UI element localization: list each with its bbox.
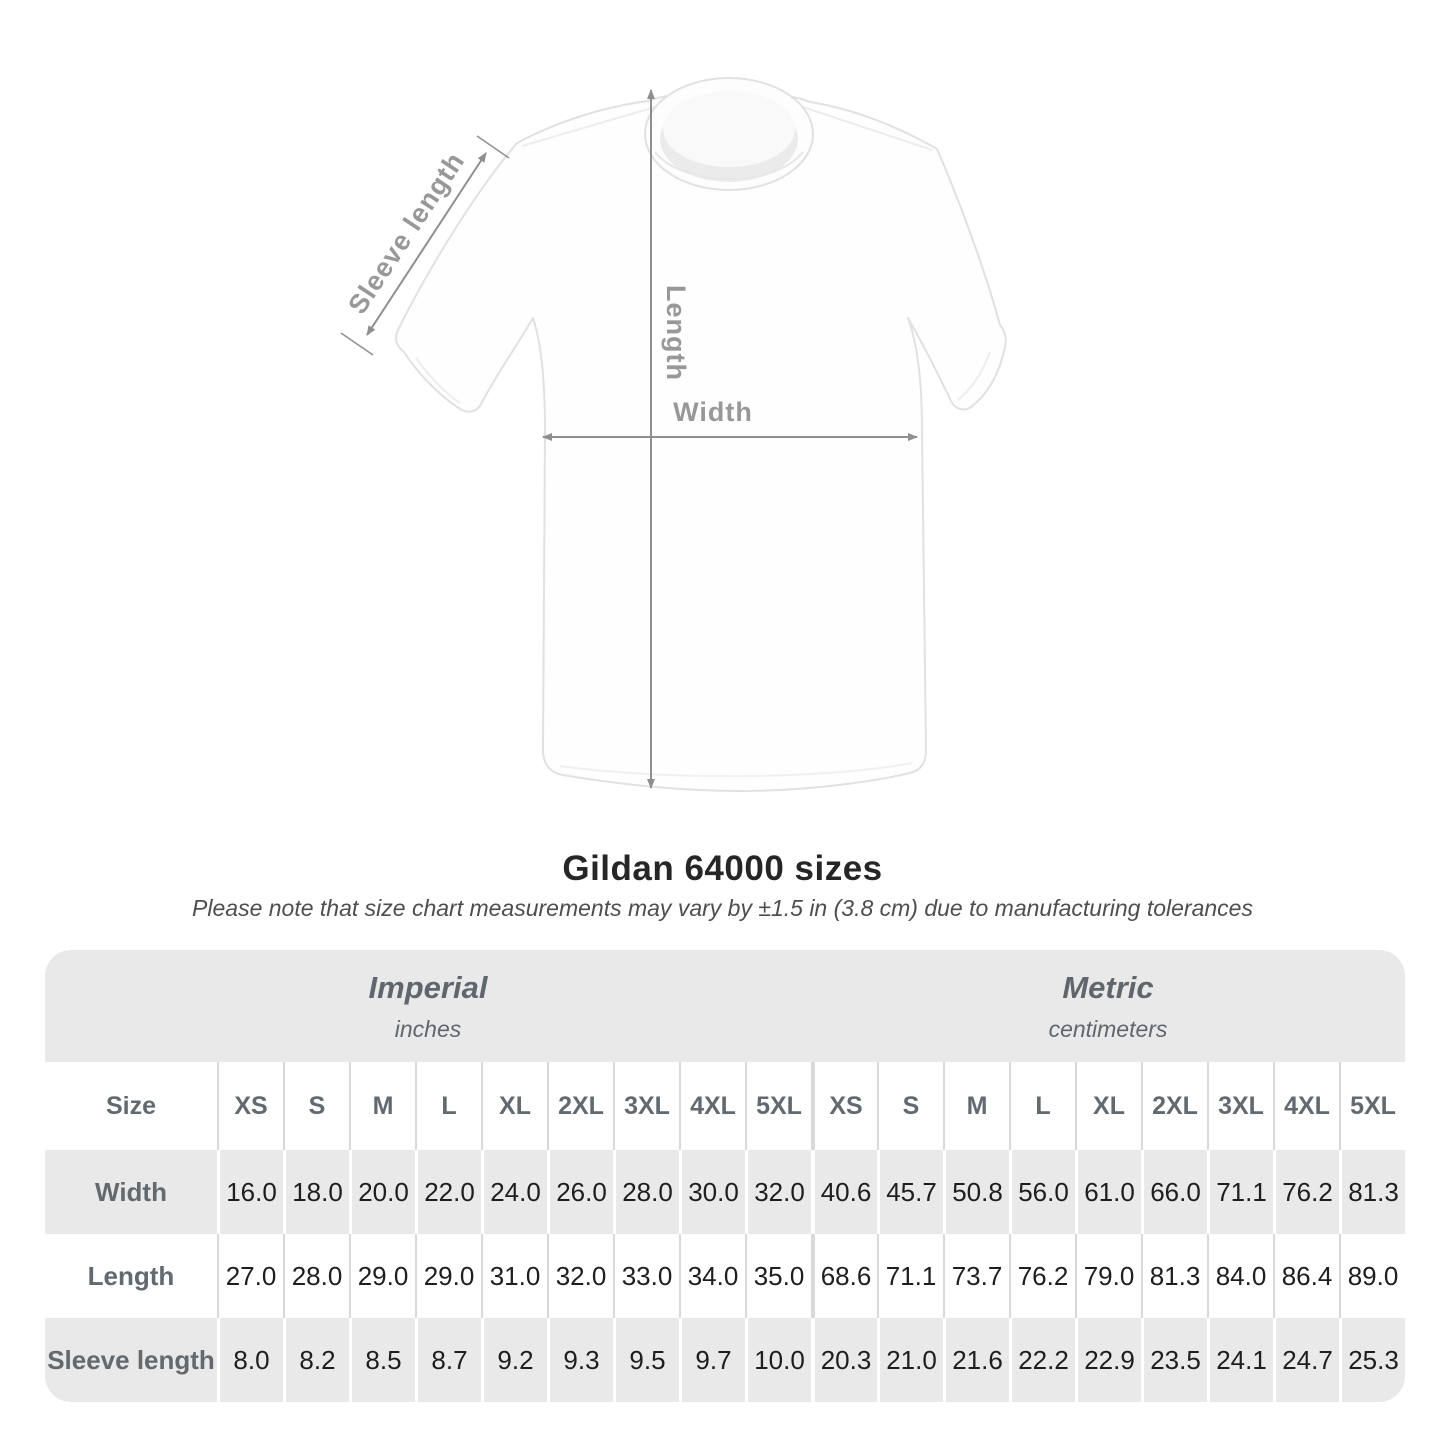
cell-width-imperial-3xl: 28.0: [613, 1150, 679, 1234]
size-header-imperial-5xl: 5XL: [745, 1062, 811, 1150]
size-header-metric-4xl: 4XL: [1273, 1062, 1339, 1150]
sleeve-length-arrow: [366, 152, 487, 336]
row-label-width: Width: [45, 1150, 217, 1234]
size-header-metric-3xl: 3XL: [1207, 1062, 1273, 1150]
cell-length-imperial-l: 29.0: [415, 1234, 481, 1318]
cell-sleeve-length-metric-2xl: 23.5: [1141, 1318, 1207, 1402]
cell-sleeve-length-metric-xs: 20.3: [811, 1318, 877, 1402]
cell-sleeve-length-imperial-l: 8.7: [415, 1318, 481, 1402]
cell-sleeve-length-imperial-5xl: 10.0: [745, 1318, 811, 1402]
cell-width-metric-m: 50.8: [943, 1150, 1009, 1234]
cell-length-metric-s: 71.1: [877, 1234, 943, 1318]
cell-length-imperial-s: 28.0: [283, 1234, 349, 1318]
size-header-metric-2xl: 2XL: [1141, 1062, 1207, 1150]
cell-length-metric-4xl: 86.4: [1273, 1234, 1339, 1318]
cell-sleeve-length-imperial-xs: 8.0: [217, 1318, 283, 1402]
cell-width-imperial-xs: 16.0: [217, 1150, 283, 1234]
cell-length-imperial-xl: 31.0: [481, 1234, 547, 1318]
metric-group-unit: centimeters: [1048, 1015, 1168, 1042]
cell-width-metric-xl: 61.0: [1075, 1150, 1141, 1234]
size-header-imperial-s: S: [283, 1062, 349, 1150]
size-header-imperial-xl: XL: [481, 1062, 547, 1150]
cell-sleeve-length-metric-l: 22.2: [1009, 1318, 1075, 1402]
size-header-metric-5xl: 5XL: [1339, 1062, 1405, 1150]
cell-length-imperial-4xl: 34.0: [679, 1234, 745, 1318]
size-chart-table: Imperial inches Metric centimeters Size X…: [45, 950, 1405, 1402]
length-label: Length: [661, 285, 691, 381]
cell-width-metric-4xl: 76.2: [1273, 1150, 1339, 1234]
cell-width-imperial-s: 18.0: [283, 1150, 349, 1234]
cell-length-metric-xl: 79.0: [1075, 1234, 1141, 1318]
cell-length-metric-2xl: 81.3: [1141, 1234, 1207, 1318]
cell-width-imperial-4xl: 30.0: [679, 1150, 745, 1234]
cell-length-imperial-2xl: 32.0: [547, 1234, 613, 1318]
metric-group-header: Metric centimeters: [811, 950, 1405, 1062]
size-header-metric-xs: XS: [811, 1062, 877, 1150]
cell-length-metric-xs: 68.6: [811, 1234, 877, 1318]
size-col-header: Size: [45, 1062, 217, 1150]
sleeve-arrow-tick-bottom: [340, 332, 374, 356]
size-header-imperial-3xl: 3XL: [613, 1062, 679, 1150]
size-header-imperial-m: M: [349, 1062, 415, 1150]
cell-sleeve-length-metric-5xl: 25.3: [1339, 1318, 1405, 1402]
tolerance-note: Please note that size chart measurements…: [192, 895, 1253, 921]
cell-sleeve-length-imperial-4xl: 9.7: [679, 1318, 745, 1402]
cell-length-metric-l: 76.2: [1009, 1234, 1075, 1318]
cell-width-metric-s: 45.7: [877, 1150, 943, 1234]
cell-width-imperial-5xl: 32.0: [745, 1150, 811, 1234]
cell-length-imperial-xs: 27.0: [217, 1234, 283, 1318]
page-title: Gildan 64000 sizes: [562, 849, 883, 888]
cell-width-metric-2xl: 66.0: [1141, 1150, 1207, 1234]
cell-sleeve-length-imperial-2xl: 9.3: [547, 1318, 613, 1402]
cell-width-imperial-l: 22.0: [415, 1150, 481, 1234]
row-label-length: Length: [45, 1234, 217, 1318]
cell-sleeve-length-imperial-xl: 9.2: [481, 1318, 547, 1402]
cell-sleeve-length-metric-3xl: 24.1: [1207, 1318, 1273, 1402]
metric-group-name: Metric: [1062, 969, 1154, 1005]
size-header-imperial-xs: XS: [217, 1062, 283, 1150]
size-header-metric-m: M: [943, 1062, 1009, 1150]
imperial-group-header: Imperial inches: [45, 950, 811, 1062]
cell-length-metric-5xl: 89.0: [1339, 1234, 1405, 1318]
cell-width-metric-5xl: 81.3: [1339, 1150, 1405, 1234]
size-header-metric-l: L: [1009, 1062, 1075, 1150]
cell-width-imperial-m: 20.0: [349, 1150, 415, 1234]
cell-width-imperial-xl: 24.0: [481, 1150, 547, 1234]
size-header-metric-xl: XL: [1075, 1062, 1141, 1150]
cell-sleeve-length-metric-4xl: 24.7: [1273, 1318, 1339, 1402]
cell-length-imperial-m: 29.0: [349, 1234, 415, 1318]
size-header-imperial-4xl: 4XL: [679, 1062, 745, 1150]
cell-width-metric-xs: 40.6: [811, 1150, 877, 1234]
cell-width-metric-l: 56.0: [1009, 1150, 1075, 1234]
cell-width-metric-3xl: 71.1: [1207, 1150, 1273, 1234]
width-label: Width: [673, 397, 753, 427]
cell-sleeve-length-metric-xl: 22.9: [1075, 1318, 1141, 1402]
size-header-imperial-2xl: 2XL: [547, 1062, 613, 1150]
cell-width-imperial-2xl: 26.0: [547, 1150, 613, 1234]
cell-sleeve-length-metric-m: 21.6: [943, 1318, 1009, 1402]
size-header-imperial-l: L: [415, 1062, 481, 1150]
tshirt-illustration: [395, 77, 1007, 792]
cell-length-metric-3xl: 84.0: [1207, 1234, 1273, 1318]
cell-length-imperial-5xl: 35.0: [745, 1234, 811, 1318]
tshirt-measurement-diagram: Sleeve length Length Width: [340, 77, 1007, 792]
imperial-group-unit: inches: [394, 1015, 462, 1042]
cell-sleeve-length-metric-s: 21.0: [877, 1318, 943, 1402]
imperial-group-name: Imperial: [368, 969, 488, 1005]
cell-length-imperial-3xl: 33.0: [613, 1234, 679, 1318]
cell-sleeve-length-imperial-s: 8.2: [283, 1318, 349, 1402]
size-header-metric-s: S: [877, 1062, 943, 1150]
cell-sleeve-length-imperial-3xl: 9.5: [613, 1318, 679, 1402]
sleeve-arrow-tick-top: [476, 135, 510, 159]
cell-length-metric-m: 73.7: [943, 1234, 1009, 1318]
row-label-sleeve-length: Sleeve length: [45, 1318, 217, 1402]
cell-sleeve-length-imperial-m: 8.5: [349, 1318, 415, 1402]
